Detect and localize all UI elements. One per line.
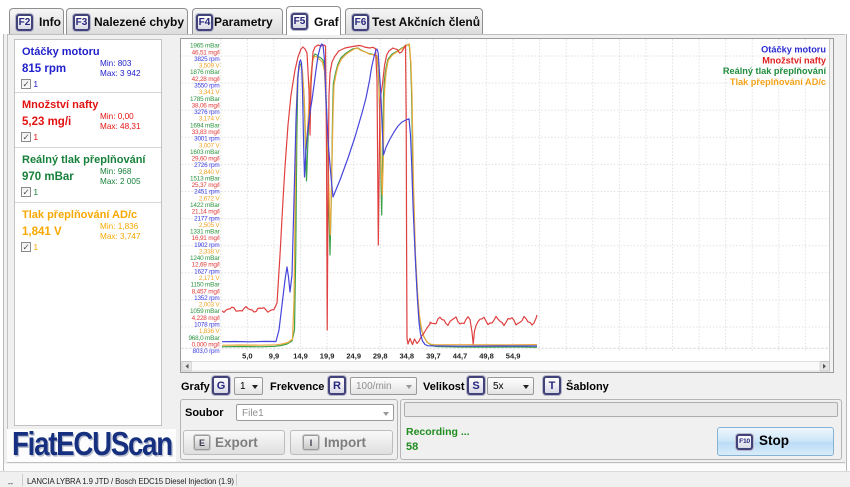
svg-text:38,06 mg/l: 38,06 mg/l [192, 102, 220, 109]
svg-text:4,228 mg/l: 4,228 mg/l [192, 315, 220, 322]
svg-text:3,007 V: 3,007 V [199, 142, 221, 149]
svg-text:1150 mBar: 1150 mBar [191, 282, 221, 289]
svg-text:2177 rpm: 2177 rpm [194, 215, 219, 222]
svg-text:1694 mBar: 1694 mBar [190, 122, 221, 129]
svg-text:5,0: 5,0 [242, 352, 252, 361]
svg-text:24,9: 24,9 [346, 352, 361, 361]
svg-text:3,509 V: 3,509 V [199, 63, 221, 70]
svg-text:14,9: 14,9 [293, 352, 308, 361]
svg-text:Množství nafty: Množství nafty [762, 55, 827, 65]
svg-text:1785 mBar: 1785 mBar [190, 96, 221, 103]
svg-text:Reálný tlak přeplňování: Reálný tlak přeplňování [723, 66, 827, 76]
svg-text:2,171 V: 2,171 V [199, 275, 221, 282]
svg-text:25,37 mg/l: 25,37 mg/l [192, 182, 220, 189]
svg-text:29,8: 29,8 [373, 352, 388, 361]
svg-text:2,840 V: 2,840 V [199, 169, 221, 176]
svg-text:2,338 V: 2,338 V [199, 249, 221, 256]
svg-text:2451 rpm: 2451 rpm [194, 189, 219, 196]
svg-text:0,000 mg/l: 0,000 mg/l [192, 341, 220, 348]
svg-text:2726 rpm: 2726 rpm [194, 162, 219, 169]
svg-text:33,83 mg/l: 33,83 mg/l [192, 129, 220, 136]
svg-text:29,60 mg/l: 29,60 mg/l [192, 156, 220, 163]
svg-text:1513 mBar: 1513 mBar [190, 175, 221, 182]
svg-text:2,003 V: 2,003 V [199, 302, 221, 309]
svg-text:1902 rpm: 1902 rpm [194, 242, 219, 249]
svg-text:46,51 mg/l: 46,51 mg/l [192, 49, 220, 56]
svg-text:34,8: 34,8 [399, 352, 414, 361]
svg-text:1603 mBar: 1603 mBar [190, 149, 221, 156]
svg-text:3550 rpm: 3550 rpm [194, 83, 219, 90]
svg-text:12,69 mg/l: 12,69 mg/l [192, 262, 220, 269]
svg-text:3,174 V: 3,174 V [199, 116, 221, 123]
svg-text:16,91 mg/l: 16,91 mg/l [192, 235, 220, 242]
svg-text:19,9: 19,9 [320, 352, 335, 361]
svg-text:1352 rpm: 1352 rpm [194, 295, 219, 302]
svg-text:1059 mBar: 1059 mBar [190, 308, 221, 315]
svg-text:Tlak přeplňování AD/c: Tlak přeplňování AD/c [730, 77, 826, 87]
svg-text:3825 rpm: 3825 rpm [194, 56, 219, 63]
svg-text:3001 rpm: 3001 rpm [194, 136, 219, 143]
svg-text:21,14 mg/l: 21,14 mg/l [192, 209, 220, 216]
svg-text:39,7: 39,7 [426, 352, 441, 361]
svg-text:3276 rpm: 3276 rpm [194, 109, 219, 116]
svg-text:1965 mBar: 1965 mBar [190, 43, 221, 50]
svg-text:1627 rpm: 1627 rpm [194, 268, 219, 275]
svg-text:1331 mBar: 1331 mBar [190, 229, 221, 236]
svg-text:2,505 V: 2,505 V [199, 222, 221, 229]
svg-text:3,341 V: 3,341 V [199, 89, 221, 96]
svg-text:1078 rpm: 1078 rpm [194, 322, 219, 329]
svg-text:8,457 mg/l: 8,457 mg/l [192, 288, 220, 295]
svg-text:1240 mBar: 1240 mBar [190, 255, 221, 262]
svg-text:1,836 V: 1,836 V [199, 328, 221, 335]
svg-text:42,28 mg/l: 42,28 mg/l [192, 76, 220, 83]
svg-text:1422 mBar: 1422 mBar [190, 202, 221, 209]
svg-text:1876 mBar: 1876 mBar [190, 69, 221, 76]
svg-text:54,9: 54,9 [506, 352, 521, 361]
svg-text:9,9: 9,9 [269, 352, 279, 361]
svg-text:2,672 V: 2,672 V [199, 195, 221, 202]
svg-text:803,0 rpm: 803,0 rpm [193, 348, 220, 355]
svg-text:49,8: 49,8 [479, 352, 494, 361]
svg-text:44,7: 44,7 [453, 352, 468, 361]
svg-text:Otáčky motoru: Otáčky motoru [761, 45, 826, 55]
svg-text:968,0 mBar: 968,0 mBar [188, 335, 220, 342]
